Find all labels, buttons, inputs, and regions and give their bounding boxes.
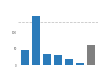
Bar (54, 55, 62, 65)
Bar (76, 63, 84, 65)
Bar (32, 16, 40, 65)
Bar (43, 54, 51, 65)
Bar (65, 59, 73, 65)
Bar (87, 45, 95, 65)
Bar (21, 50, 29, 65)
